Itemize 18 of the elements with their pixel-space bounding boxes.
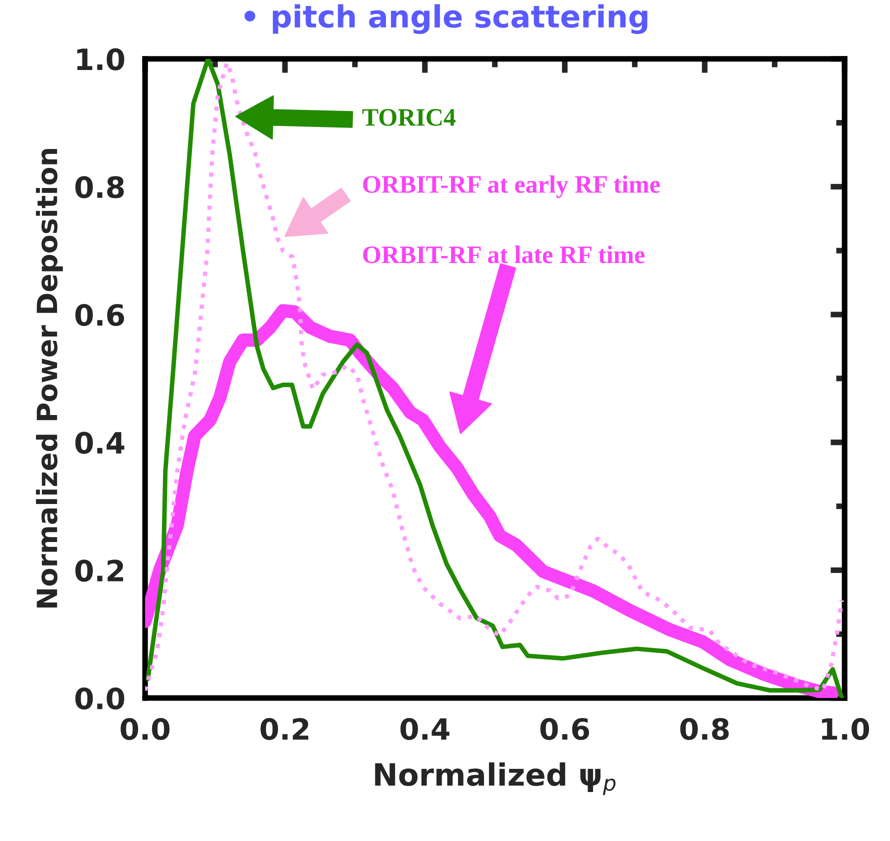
y-tick-label: 0.8 [75,176,124,198]
chart-title: • pitch angle scattering [244,4,648,34]
x-tick-label: 0.8 [680,718,729,740]
y-tick-label: 0.0 [75,687,124,710]
annotation: ORBIT-RF at late RF time [363,246,645,264]
y-tick-label: 0.6 [75,304,124,326]
annotation: TORIC4 [362,109,456,126]
y-tick-label: 0.2 [75,560,124,582]
x-tick-label: 0.4 [400,718,450,740]
x-axis-title: Normalized ψ$_{p}$ [375,762,616,796]
y-axis-title: Normalized Power Deposition [36,149,63,608]
y-tick-label: 0.4 [75,432,124,454]
annotation: ORBIT-RF at early RF time [363,175,660,198]
x-tick-label: 0.0 [120,718,170,740]
x-tick-label: 0.6 [540,718,590,740]
x-tick-label: 1.0 [822,718,870,740]
x-tick-label: 0.2 [260,718,308,740]
y-tick-label: 1.0 [77,48,124,70]
